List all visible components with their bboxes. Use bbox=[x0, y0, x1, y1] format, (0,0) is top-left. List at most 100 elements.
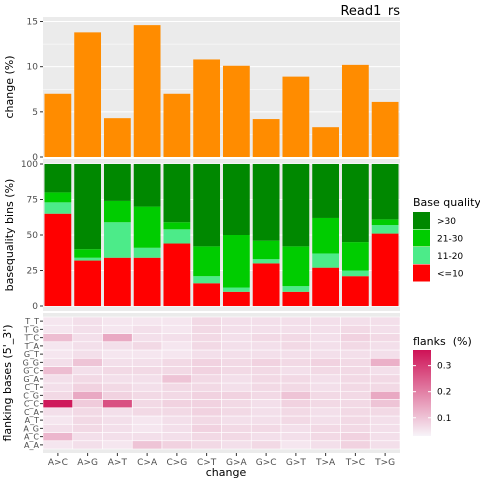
cell-G_C-T>A bbox=[310, 366, 341, 376]
segment-A>G->30 bbox=[74, 164, 102, 250]
y-tick-label: 0 bbox=[32, 302, 38, 312]
cell-A_A-G>C bbox=[250, 440, 282, 450]
segment-T>A->30 bbox=[312, 164, 340, 218]
cell-C_T-G>A bbox=[221, 382, 252, 392]
cell-A_A-T>G bbox=[369, 440, 401, 450]
cell-T_C-T>G bbox=[369, 333, 401, 343]
cell-T_T-A>G bbox=[72, 316, 103, 326]
cell-C_G-T>A bbox=[310, 390, 341, 400]
cell-T_C-A>T bbox=[102, 333, 133, 343]
legend-label: 21-30 bbox=[437, 235, 463, 245]
y-tick-label: T_A bbox=[24, 342, 40, 351]
cell-C_A-G>C bbox=[250, 407, 282, 417]
segment-A>G-21-30 bbox=[74, 249, 102, 258]
cell-C_A-C>T bbox=[191, 407, 222, 417]
cell-G_A-A>T bbox=[102, 374, 133, 384]
cell-G_T-A>T bbox=[102, 349, 133, 359]
cell-T_G-A>C bbox=[42, 324, 74, 334]
cell-A_C-C>T bbox=[191, 432, 222, 442]
cell-G_G-C>T bbox=[191, 357, 222, 367]
cell-G_C-G>A bbox=[221, 366, 252, 376]
cell-T_G-G>A bbox=[221, 324, 252, 334]
cell-T_T-G>T bbox=[280, 316, 312, 326]
segment-C>T->30 bbox=[193, 164, 221, 247]
x-tick-label: A>G bbox=[77, 458, 98, 468]
cell-T_A-T>C bbox=[340, 341, 371, 351]
cell-G_G-T>A bbox=[310, 357, 341, 367]
cell-T_T-C>T bbox=[191, 316, 222, 326]
cell-A_C-T>C bbox=[340, 432, 371, 442]
legend-label: <=10 bbox=[437, 270, 464, 280]
cell-A_T-G>T bbox=[280, 415, 312, 425]
cell-A_C-C>A bbox=[131, 432, 163, 442]
cell-T_A-A>G bbox=[72, 341, 103, 351]
flanking-bases-panel: A_AA_CA_GA_TC_AC_CC_GC_TG_AG_CG_GG_TT_AT… bbox=[1, 313, 472, 468]
segment-T>G-11-20 bbox=[371, 225, 399, 234]
cell-A_C-A>C bbox=[42, 432, 74, 442]
cell-A_T-T>G bbox=[369, 415, 401, 425]
segment-C>T-<=10 bbox=[193, 283, 221, 306]
cell-G_C-A>G bbox=[72, 366, 103, 376]
cell-C_T-A>T bbox=[102, 382, 133, 392]
segment-T>C-11-20 bbox=[341, 270, 369, 277]
cell-T_G-T>A bbox=[310, 324, 341, 334]
gridlines bbox=[43, 21, 400, 158]
bar-A>C bbox=[44, 93, 72, 157]
y-tick-label: G_T bbox=[24, 350, 39, 359]
cell-G_C-A>C bbox=[42, 366, 74, 376]
cell-A_G-C>A bbox=[131, 423, 163, 433]
cell-T_C-A>C bbox=[42, 333, 74, 343]
segment-A>C-11-20 bbox=[44, 202, 72, 214]
x-tick-label: G>A bbox=[226, 458, 248, 468]
segment-G>A-<=10 bbox=[222, 291, 250, 306]
cell-A_G-T>A bbox=[310, 423, 341, 433]
cell-C_T-T>G bbox=[369, 382, 401, 392]
stacked-bar-marks bbox=[44, 164, 399, 306]
segment-C>G-21-30 bbox=[163, 222, 191, 230]
y-tick-label: 5 bbox=[32, 108, 38, 118]
cell-C_A-G>T bbox=[280, 407, 312, 417]
cell-A_T-T>C bbox=[340, 415, 371, 425]
cell-A_C-G>C bbox=[250, 432, 282, 442]
cell-C_A-A>G bbox=[72, 407, 103, 417]
cell-A_C-T>G bbox=[369, 432, 401, 442]
cell-C_C-T>C bbox=[340, 399, 371, 409]
cell-A_T-T>A bbox=[310, 415, 341, 425]
colorbar bbox=[413, 350, 431, 436]
x-tick-label: G>T bbox=[286, 458, 307, 468]
legend-label: >30 bbox=[437, 217, 456, 227]
cell-G_T-G>T bbox=[280, 349, 312, 359]
segment-G>C-21-30 bbox=[252, 240, 280, 260]
x-tick-label: C>G bbox=[166, 458, 187, 468]
cell-C_G-G>C bbox=[250, 390, 282, 400]
cell-G_T-C>T bbox=[191, 349, 222, 359]
cell-A_G-A>G bbox=[72, 423, 103, 433]
cell-A_C-T>A bbox=[310, 432, 341, 442]
cell-T_T-C>A bbox=[131, 316, 163, 326]
y-tick-label: 100 bbox=[21, 160, 38, 170]
cell-T_G-A>G bbox=[72, 324, 103, 334]
y-tick-label: 50 bbox=[27, 231, 39, 241]
cell-A_A-A>C bbox=[42, 440, 74, 450]
legend-title: Base quality bbox=[413, 196, 480, 209]
segment-A>C-21-30 bbox=[44, 192, 72, 203]
cell-C_A-A>C bbox=[42, 407, 74, 417]
cell-C_C-G>T bbox=[280, 399, 312, 409]
cell-G_A-T>C bbox=[340, 374, 371, 384]
cell-C_A-A>T bbox=[102, 407, 133, 417]
cell-G_A-G>A bbox=[221, 374, 252, 384]
cell-A_G-G>T bbox=[280, 423, 312, 433]
segment-G>A-11-20 bbox=[222, 287, 250, 292]
y-tick-label: 10 bbox=[27, 63, 39, 73]
segment-G>T-11-20 bbox=[282, 286, 310, 292]
cell-C_A-G>A bbox=[221, 407, 252, 417]
cell-T_C-G>C bbox=[250, 333, 282, 343]
y-tick-label: 25 bbox=[27, 267, 38, 277]
cell-A_A-T>A bbox=[310, 440, 341, 450]
cell-C_G-T>G bbox=[369, 390, 401, 400]
segment-T>G-<=10 bbox=[371, 233, 399, 306]
y-axis-label: basequality bins (%) bbox=[3, 179, 16, 292]
cell-T_T-C>G bbox=[161, 316, 193, 326]
cell-T_C-T>A bbox=[310, 333, 341, 343]
x-tick-label: G>C bbox=[256, 458, 277, 468]
